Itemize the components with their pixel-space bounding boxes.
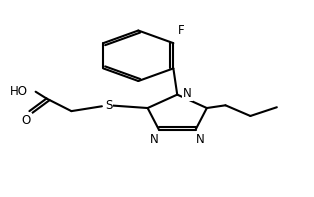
Text: N: N: [183, 87, 192, 100]
Text: O: O: [22, 114, 31, 127]
Text: N: N: [150, 133, 159, 146]
Text: F: F: [178, 24, 184, 37]
Text: HO: HO: [10, 85, 28, 98]
Text: N: N: [196, 133, 204, 146]
Text: S: S: [105, 99, 112, 112]
